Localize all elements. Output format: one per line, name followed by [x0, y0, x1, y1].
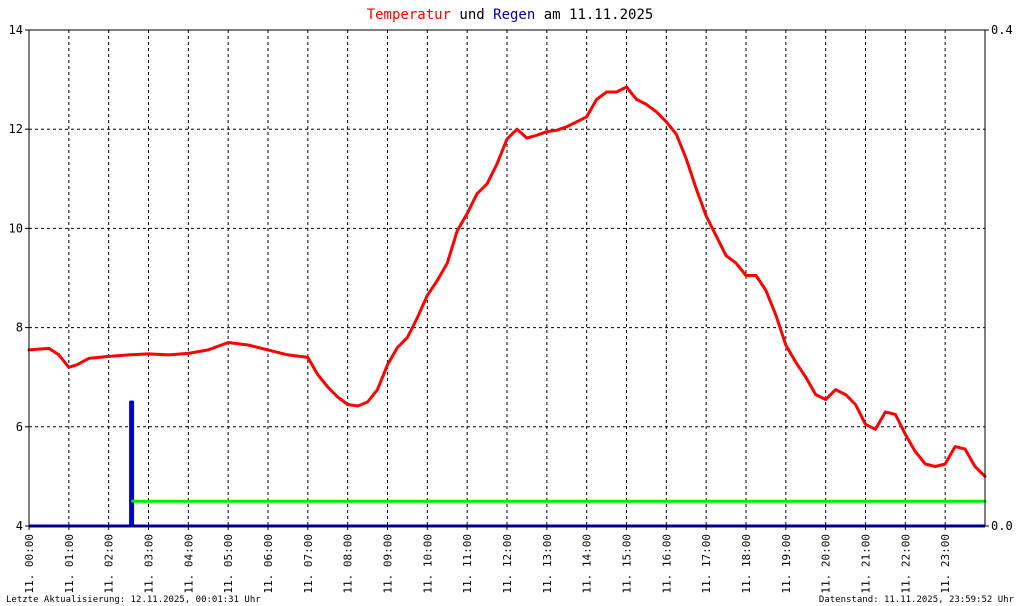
- x-tick-label: 11. 04:00: [182, 534, 195, 594]
- y-tick-label-right: 0.0: [991, 519, 1013, 533]
- x-tick-label: 11. 18:00: [740, 534, 753, 594]
- series-temperatur: [27, 85, 987, 478]
- x-tick-label: 11. 16:00: [660, 534, 673, 594]
- y-tick-label-left: 4: [16, 519, 23, 533]
- x-tick-label: 11. 07:00: [302, 534, 315, 594]
- x-tick-label: 11. 20:00: [820, 534, 833, 594]
- x-tick-label: 11. 05:00: [222, 534, 235, 594]
- x-tick-label: 11. 09:00: [382, 534, 395, 594]
- x-tick-label: 11. 23:00: [939, 534, 952, 594]
- x-tick-label: 11. 17:00: [700, 534, 713, 594]
- x-tick-label: 11. 11:00: [461, 534, 474, 594]
- x-tick-label: 11. 14:00: [581, 534, 594, 594]
- x-tick-label: 11. 15:00: [621, 534, 634, 594]
- x-tick-label: 11. 08:00: [342, 534, 355, 594]
- y-tick-label-right: 0.4: [991, 23, 1013, 37]
- y-tick-label-left: 8: [16, 321, 23, 335]
- x-tick-label: 11. 03:00: [143, 534, 156, 594]
- grid: [29, 30, 985, 526]
- x-tick-label: 11. 10:00: [421, 534, 434, 594]
- y-tick-label-left: 14: [9, 23, 23, 37]
- chart-title: Temperatur und Regen am 11.11.2025: [367, 7, 654, 23]
- x-tick-label: 11. 13:00: [541, 534, 554, 594]
- y-tick-label-left: 6: [16, 420, 23, 434]
- x-tick-label: 11. 06:00: [262, 534, 275, 594]
- title-und: und: [451, 7, 493, 23]
- title-date: am 11.11.2025: [535, 7, 653, 23]
- y-tick-label-left: 12: [9, 122, 23, 136]
- x-tick-label: 11. 00:00: [23, 534, 36, 594]
- x-tick-label: 11. 12:00: [501, 534, 514, 594]
- footer-data-status: Datenstand: 11.11.2025, 23:59:52 Uhr: [819, 595, 1015, 605]
- x-tick-label: 11. 21:00: [860, 534, 873, 594]
- series-regen: [129, 400, 135, 528]
- title-temperatur: Temperatur: [367, 7, 451, 23]
- x-tick-label: 11. 02:00: [103, 534, 116, 594]
- x-tick-label: 11. 22:00: [899, 534, 912, 594]
- footer-last-update: Letzte Aktualisierung: 12.11.2025, 00:01…: [6, 595, 261, 605]
- title-regen: Regen: [493, 7, 535, 23]
- tick-labels: 11. 00:00 11. 01:00 11. 02:00 11. 03:00 11. …: [9, 23, 1013, 594]
- x-tick-label: 11. 01:00: [63, 534, 76, 594]
- x-tick-label: 11. 19:00: [780, 534, 793, 594]
- y-tick-label-left: 10: [9, 221, 23, 235]
